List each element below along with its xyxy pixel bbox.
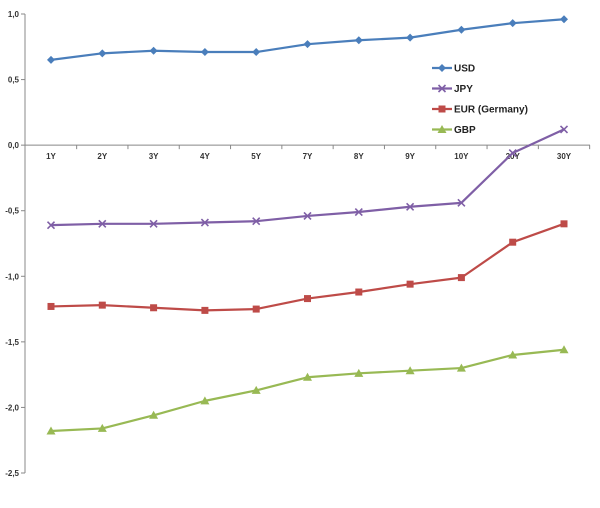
x-tick-label: 30Y	[557, 152, 572, 161]
data-point-usd	[200, 48, 209, 57]
x-tick-label: 3Y	[149, 152, 159, 161]
y-tick-label: -1,5	[5, 338, 19, 347]
data-point-jpy	[200, 218, 209, 227]
data-point-eur-germany	[509, 238, 517, 246]
legend-swatch-marker	[438, 64, 446, 72]
x-tick-label: 2Y	[97, 152, 107, 161]
y-tick-label: -0,5	[5, 207, 19, 216]
legend-swatch-marker	[437, 125, 447, 133]
data-point-usd	[252, 48, 261, 57]
data-point-usd	[303, 40, 312, 49]
data-point-gbp	[251, 385, 261, 394]
x-tick-label: 4Y	[200, 152, 210, 161]
x-tick-label: 10Y	[454, 152, 469, 161]
data-point-usd	[149, 46, 158, 55]
data-point-jpy	[46, 221, 56, 230]
y-tick-label: -2,5	[5, 469, 19, 478]
series-jpy	[46, 125, 569, 230]
data-point-eur-germany	[304, 295, 311, 303]
data-point-eur-germany	[560, 220, 568, 228]
data-point-eur-germany	[47, 302, 55, 310]
data-point-jpy	[252, 217, 261, 226]
data-point-jpy	[457, 198, 466, 207]
legend-label: GBP	[454, 125, 476, 136]
series-usd	[47, 15, 568, 64]
x-tick-label: 7Y	[303, 152, 313, 161]
data-point-gbp	[200, 396, 210, 405]
x-tick-label: 9Y	[405, 152, 415, 161]
data-point-usd	[406, 33, 415, 42]
legend-label: USD	[454, 64, 475, 75]
legend-item-jpy: JPY	[432, 84, 473, 95]
y-tick-label: 1,0	[8, 10, 20, 19]
y-tick-label: -2,0	[5, 403, 19, 412]
data-point-usd	[508, 19, 517, 28]
data-point-usd	[560, 15, 568, 24]
data-point-jpy	[98, 219, 107, 228]
legend-label: JPY	[454, 84, 473, 95]
data-point-eur-germany	[98, 301, 106, 309]
series-eur-germany	[47, 220, 568, 314]
data-point-jpy	[559, 125, 569, 134]
data-point-gbp	[456, 363, 466, 372]
data-point-usd	[354, 36, 363, 45]
legend: USD JPY EUR (Germany) GBP	[432, 64, 528, 136]
data-point-eur-germany	[457, 274, 465, 282]
legend-swatch-marker	[437, 84, 447, 93]
x-tick-label: 5Y	[251, 152, 261, 161]
series-gbp	[46, 345, 569, 435]
data-point-eur-germany	[201, 306, 209, 314]
data-point-eur-germany	[406, 280, 414, 288]
data-point-gbp	[508, 350, 518, 359]
legend-item-eur-germany: EUR (Germany)	[432, 105, 528, 116]
data-point-gbp	[46, 426, 56, 435]
data-point-jpy	[303, 211, 312, 221]
data-point-gbp	[559, 345, 569, 354]
x-tick-label: 20Y	[506, 152, 521, 161]
y-tick-label: -1,0	[5, 272, 19, 281]
series-layer	[46, 15, 569, 435]
data-point-gbp	[149, 410, 159, 419]
data-point-eur-germany	[355, 288, 363, 296]
legend-item-usd: USD	[432, 64, 475, 75]
data-point-jpy	[406, 202, 415, 211]
y-tick-label: 0,5	[8, 76, 20, 85]
data-point-usd	[457, 25, 466, 34]
data-point-usd	[47, 55, 55, 64]
y-tick-label: 0,0	[8, 141, 20, 150]
x-tick-label: 1Y	[46, 152, 56, 161]
legend-label: EUR (Germany)	[454, 105, 528, 116]
data-point-usd	[98, 49, 107, 58]
data-point-jpy	[149, 219, 158, 228]
series-line-gbp	[50, 348, 565, 433]
series-line-usd	[50, 18, 565, 61]
data-point-gbp	[354, 368, 364, 377]
series-line-jpy	[50, 128, 565, 227]
data-point-gbp	[97, 423, 107, 432]
data-point-jpy	[508, 148, 517, 158]
data-point-eur-germany	[150, 304, 158, 312]
legend-swatch-marker	[438, 105, 446, 113]
legend-item-gbp: GBP	[432, 125, 476, 136]
data-point-eur-germany	[252, 305, 260, 313]
x-tick-label: 8Y	[354, 152, 364, 161]
data-point-gbp	[303, 372, 312, 381]
data-point-jpy	[354, 207, 363, 217]
data-point-gbp	[405, 366, 415, 375]
axes: 1,0 0,5 0,0 -0,5 -1,0 -1,5 -2,0 -2,5 1Y 2Y 3Y 4Y 5Y 7…	[5, 10, 591, 478]
